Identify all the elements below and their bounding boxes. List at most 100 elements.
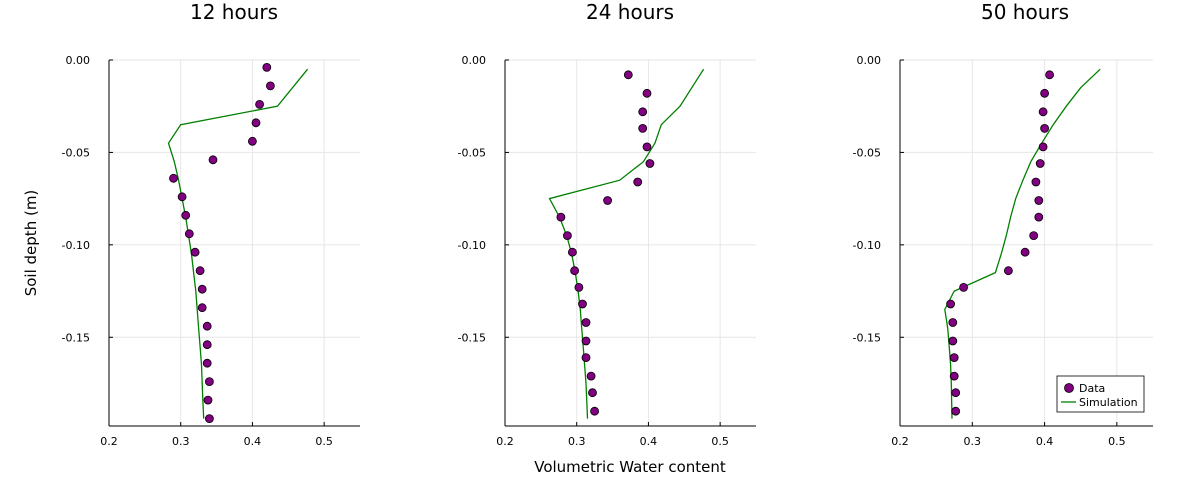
x-tick-label: 0.2 bbox=[891, 435, 909, 448]
x-tick-label: 0.3 bbox=[172, 435, 190, 448]
x-tick-label: 0.5 bbox=[315, 435, 333, 448]
data-point bbox=[208, 155, 218, 165]
data-point bbox=[578, 299, 587, 309]
y-tick-label: -0.15 bbox=[62, 331, 90, 344]
x-tick-label: 0.4 bbox=[640, 435, 658, 448]
data-point bbox=[946, 299, 955, 309]
data-point bbox=[1020, 247, 1030, 257]
panel-50-hours: 50 hours 0.2 0.3 0.4 0.5 0.00 -0.05 -0.10 -0.15… bbox=[853, 0, 1153, 448]
data-point bbox=[1040, 123, 1049, 133]
y-tick-label: -0.10 bbox=[458, 239, 486, 252]
legend-box bbox=[1056, 375, 1145, 413]
data-point bbox=[262, 63, 272, 72]
y-tick-label: -0.05 bbox=[458, 146, 486, 159]
data-point bbox=[265, 81, 275, 91]
data-point bbox=[574, 282, 584, 292]
data-point bbox=[1038, 142, 1048, 152]
data-point bbox=[204, 377, 214, 387]
legend-marker-data bbox=[1064, 383, 1074, 393]
y-tick-label: -0.05 bbox=[62, 146, 90, 159]
data-point bbox=[563, 231, 572, 241]
data-point bbox=[1035, 159, 1045, 168]
data-point bbox=[204, 414, 214, 424]
x-tick-label: 0.5 bbox=[711, 435, 729, 448]
data-point bbox=[948, 336, 958, 346]
y-tick-label: -0.10 bbox=[62, 239, 90, 252]
y-tick-label: -0.15 bbox=[853, 331, 881, 344]
y-tick-label: 0.00 bbox=[462, 54, 487, 67]
data-point bbox=[959, 282, 968, 292]
panel-title: 50 hours bbox=[981, 0, 1069, 24]
data-point bbox=[1038, 107, 1048, 117]
legend-label-simulation: Simulation bbox=[1079, 396, 1138, 409]
panel-title: 24 hours bbox=[586, 0, 674, 24]
data-point bbox=[202, 321, 212, 331]
data-point bbox=[197, 303, 207, 313]
data-point bbox=[949, 371, 959, 381]
x-tick-label: 0.5 bbox=[1108, 435, 1126, 448]
data-point bbox=[581, 318, 591, 327]
simulation-line bbox=[548, 68, 705, 419]
data-point bbox=[195, 266, 205, 276]
data-point bbox=[202, 358, 212, 368]
legend-label-data: Data bbox=[1079, 382, 1105, 395]
data-point bbox=[169, 173, 178, 183]
simulation-line bbox=[167, 68, 309, 419]
data-point bbox=[951, 406, 961, 416]
y-tick-label: -0.10 bbox=[853, 239, 881, 252]
x-tick-label: 0.2 bbox=[100, 435, 118, 448]
data-point bbox=[951, 388, 961, 398]
y-tick-label: -0.05 bbox=[853, 146, 881, 159]
data-point bbox=[638, 107, 648, 117]
data-point bbox=[638, 123, 648, 133]
data-point bbox=[645, 159, 655, 168]
y-axis-label: Soil depth (m) bbox=[22, 190, 40, 297]
data-point bbox=[190, 247, 200, 257]
y-tick-label: -0.15 bbox=[458, 331, 486, 344]
data-point bbox=[568, 247, 577, 257]
data-point bbox=[247, 136, 257, 146]
x-tick-label: 0.3 bbox=[568, 435, 586, 448]
data-point bbox=[1034, 196, 1044, 205]
data-point bbox=[177, 192, 187, 202]
data-point bbox=[623, 70, 633, 80]
data-point bbox=[590, 406, 599, 416]
data-point bbox=[633, 177, 643, 187]
data-point bbox=[556, 212, 566, 222]
panel-24-hours: 24 hours 0.2 0.3 0.4 0.5 0.00 -0.05 -0.10 -0.15 bbox=[458, 0, 756, 448]
data-point bbox=[581, 353, 591, 363]
panel-title: 12 hours bbox=[190, 0, 278, 24]
data-point bbox=[184, 229, 194, 239]
x-tick-label: 0.2 bbox=[496, 435, 514, 448]
x-axis-label: Volumetric Water content bbox=[534, 458, 726, 476]
data-point bbox=[1004, 266, 1013, 276]
data-point bbox=[603, 196, 612, 205]
y-tick-label: 0.00 bbox=[857, 54, 882, 67]
data-point bbox=[642, 88, 652, 98]
data-point bbox=[949, 353, 959, 363]
x-tick-label: 0.4 bbox=[1036, 435, 1054, 448]
data-point bbox=[948, 318, 958, 327]
data-point bbox=[570, 266, 579, 276]
data-point bbox=[1045, 70, 1054, 80]
data-point bbox=[586, 371, 596, 381]
data-point bbox=[197, 284, 207, 294]
data-point bbox=[1040, 88, 1049, 98]
data-point bbox=[181, 210, 191, 220]
data-point bbox=[1034, 212, 1044, 222]
data-point bbox=[588, 388, 597, 398]
data-point bbox=[581, 336, 591, 346]
data-point bbox=[251, 118, 261, 128]
x-tick-label: 0.3 bbox=[964, 435, 982, 448]
data-point bbox=[1031, 177, 1041, 187]
y-tick-label: 0.00 bbox=[66, 54, 91, 67]
x-tick-label: 0.4 bbox=[244, 435, 262, 448]
data-point bbox=[202, 340, 212, 350]
panel-12-hours: 12 hours 0.2 0.3 0.4 0.5 0.00 -0.05 -0.10 -0.15 bbox=[62, 0, 360, 448]
simulation-line bbox=[944, 68, 1101, 419]
data-point bbox=[203, 395, 213, 405]
data-point bbox=[255, 100, 265, 109]
data-point bbox=[1029, 231, 1039, 241]
